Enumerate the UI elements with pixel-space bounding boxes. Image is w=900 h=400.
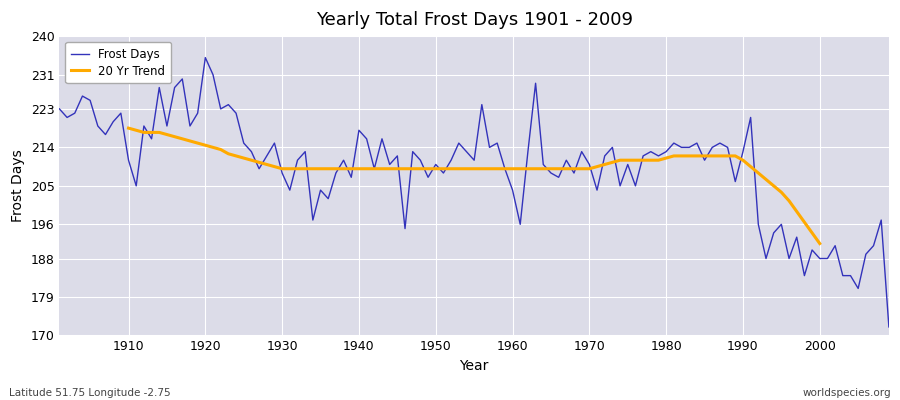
Title: Yearly Total Frost Days 1901 - 2009: Yearly Total Frost Days 1901 - 2009 xyxy=(316,11,633,29)
Y-axis label: Frost Days: Frost Days xyxy=(11,150,25,222)
Frost Days xyxy=(115,111,126,116)
20 Yr Trend xyxy=(208,145,219,150)
X-axis label: Year: Year xyxy=(460,359,489,373)
Frost Days xyxy=(200,55,211,60)
20 Yr Trend xyxy=(799,220,810,224)
Legend: Frost Days, 20 Yr Trend: Frost Days, 20 Yr Trend xyxy=(66,42,171,84)
Frost Days xyxy=(607,145,617,150)
Text: Latitude 51.75 Longitude -2.75: Latitude 51.75 Longitude -2.75 xyxy=(9,388,171,398)
Frost Days xyxy=(515,222,526,227)
20 Yr Trend xyxy=(791,209,802,214)
Line: Frost Days: Frost Days xyxy=(59,58,889,327)
20 Yr Trend xyxy=(123,126,134,130)
Frost Days xyxy=(884,324,895,329)
Frost Days xyxy=(338,158,349,162)
Line: 20 Yr Trend: 20 Yr Trend xyxy=(129,128,820,244)
20 Yr Trend xyxy=(814,241,825,246)
20 Yr Trend xyxy=(300,166,310,171)
20 Yr Trend xyxy=(706,154,717,158)
Frost Days xyxy=(54,106,65,111)
20 Yr Trend xyxy=(284,166,295,171)
Text: worldspecies.org: worldspecies.org xyxy=(803,388,891,398)
Frost Days xyxy=(292,158,303,162)
Frost Days xyxy=(507,188,517,192)
